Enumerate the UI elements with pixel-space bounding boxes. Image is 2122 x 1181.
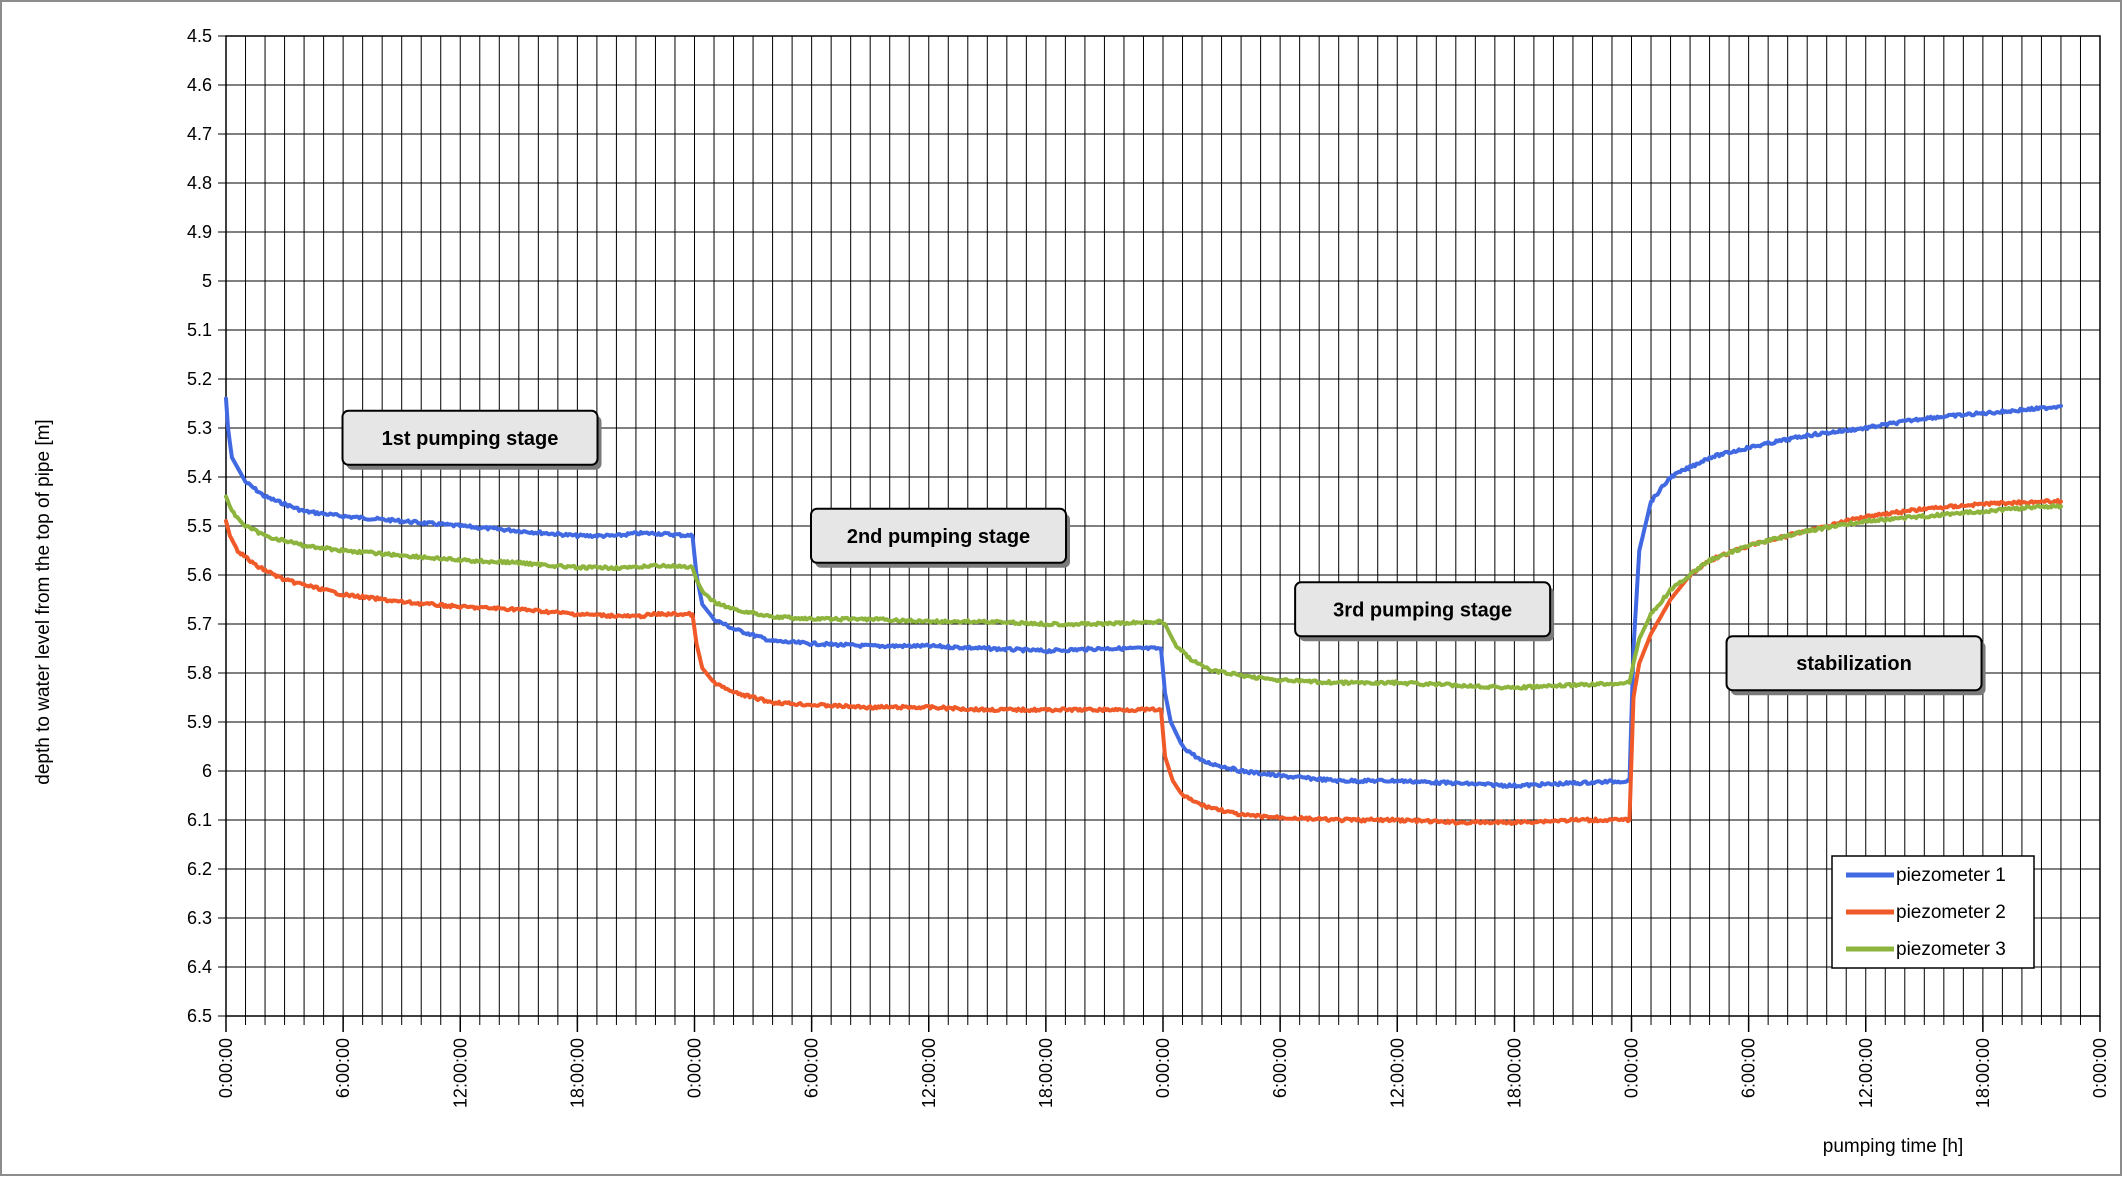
annotation-box: 1st pumping stage — [341, 409, 602, 470]
y-tick-label: 4.6 — [187, 75, 212, 95]
y-tick-label: 4.7 — [187, 124, 212, 144]
x-tick-label: 12:00:00 — [1387, 1038, 1407, 1108]
annotation-background — [1725, 635, 1983, 692]
annotation-label: stabilization — [1796, 653, 1912, 675]
y-tick-label: 6.4 — [187, 957, 212, 977]
x-tick-label: 6:00:00 — [802, 1038, 822, 1098]
annotation-background — [810, 507, 1068, 564]
annotation-box: stabilization — [1725, 635, 1986, 696]
y-tick-label: 5.6 — [187, 565, 212, 585]
annotation-label: 2nd pumping stage — [847, 526, 1030, 548]
x-tick-label: 18:00:00 — [567, 1038, 587, 1108]
y-tick-label: 4.8 — [187, 173, 212, 193]
legend-label: piezometer 1 — [1896, 865, 2006, 886]
x-tick-label: 0:00:00 — [2090, 1038, 2110, 1098]
x-tick-label: 18:00:00 — [1504, 1038, 1524, 1108]
y-tick-label: 6.2 — [187, 859, 212, 879]
x-tick-label: 0:00:00 — [685, 1038, 705, 1098]
annotation-background — [1294, 581, 1552, 638]
x-tick-label: 6:00:00 — [1739, 1038, 1759, 1098]
x-tick-label: 12:00:00 — [450, 1038, 470, 1108]
y-tick-label: 5.1 — [187, 320, 212, 340]
y-tick-label: 5.4 — [187, 467, 212, 487]
y-tick-label: 6.5 — [187, 1006, 212, 1026]
y-tick-label: 5.2 — [187, 369, 212, 389]
x-axis-label: pumping time [h] — [1823, 1136, 1963, 1157]
x-tick-label: 18:00:00 — [1973, 1038, 1993, 1108]
y-tick-label: 6 — [202, 761, 212, 781]
y-tick-label: 4.9 — [187, 222, 212, 242]
y-tick-label: 5.3 — [187, 418, 212, 438]
y-tick-label: 6.1 — [187, 810, 212, 830]
y-tick-label: 5.7 — [187, 614, 212, 634]
annotation-background — [341, 409, 599, 466]
x-tick-label: 0:00:00 — [216, 1038, 236, 1098]
x-tick-label: 12:00:00 — [1856, 1038, 1876, 1108]
x-tick-label: 0:00:00 — [1622, 1038, 1642, 1098]
y-tick-label: 4.5 — [187, 26, 212, 46]
x-tick-label: 6:00:00 — [333, 1038, 353, 1098]
annotation-label: 3rd pumping stage — [1333, 599, 1512, 621]
y-tick-label: 5 — [202, 271, 212, 291]
annotations: 1st pumping stage 2nd pumping stage 3rd pu… — [341, 409, 1986, 696]
y-tick-label: 6.3 — [187, 908, 212, 928]
x-tick-label: 18:00:00 — [1036, 1038, 1056, 1108]
legend-label: piezometer 2 — [1896, 902, 2006, 923]
x-tick-label: 12:00:00 — [919, 1038, 939, 1108]
legend: piezometer 1 piezometer 2 piezometer 3 — [1831, 855, 2035, 969]
series-lines — [224, 396, 2063, 826]
y-tick-label: 5.5 — [187, 516, 212, 536]
x-tick-label: 0:00:00 — [1153, 1038, 1173, 1098]
y-tick-label: 5.9 — [187, 712, 212, 732]
annotation-box: 2nd pumping stage — [810, 507, 1071, 568]
x-tick-label: 6:00:00 — [1270, 1038, 1290, 1098]
series-line-piezometer-1 — [224, 396, 2063, 789]
y-tick-label: 5.8 — [187, 663, 212, 683]
annotation-box: 3rd pumping stage — [1294, 581, 1555, 642]
legend-label: piezometer 3 — [1896, 939, 2006, 960]
series-line-piezometer-3 — [224, 494, 2063, 691]
y-axis-label: depth to water level from the top of pip… — [33, 419, 54, 784]
annotation-label: 1st pumping stage — [382, 428, 559, 450]
axes: 4.5 4.6 4.7 4.8 4.9 5 5.1 5.2 5.3 5.4 5.5 5.6 5.7 5.8… — [187, 26, 2110, 1108]
